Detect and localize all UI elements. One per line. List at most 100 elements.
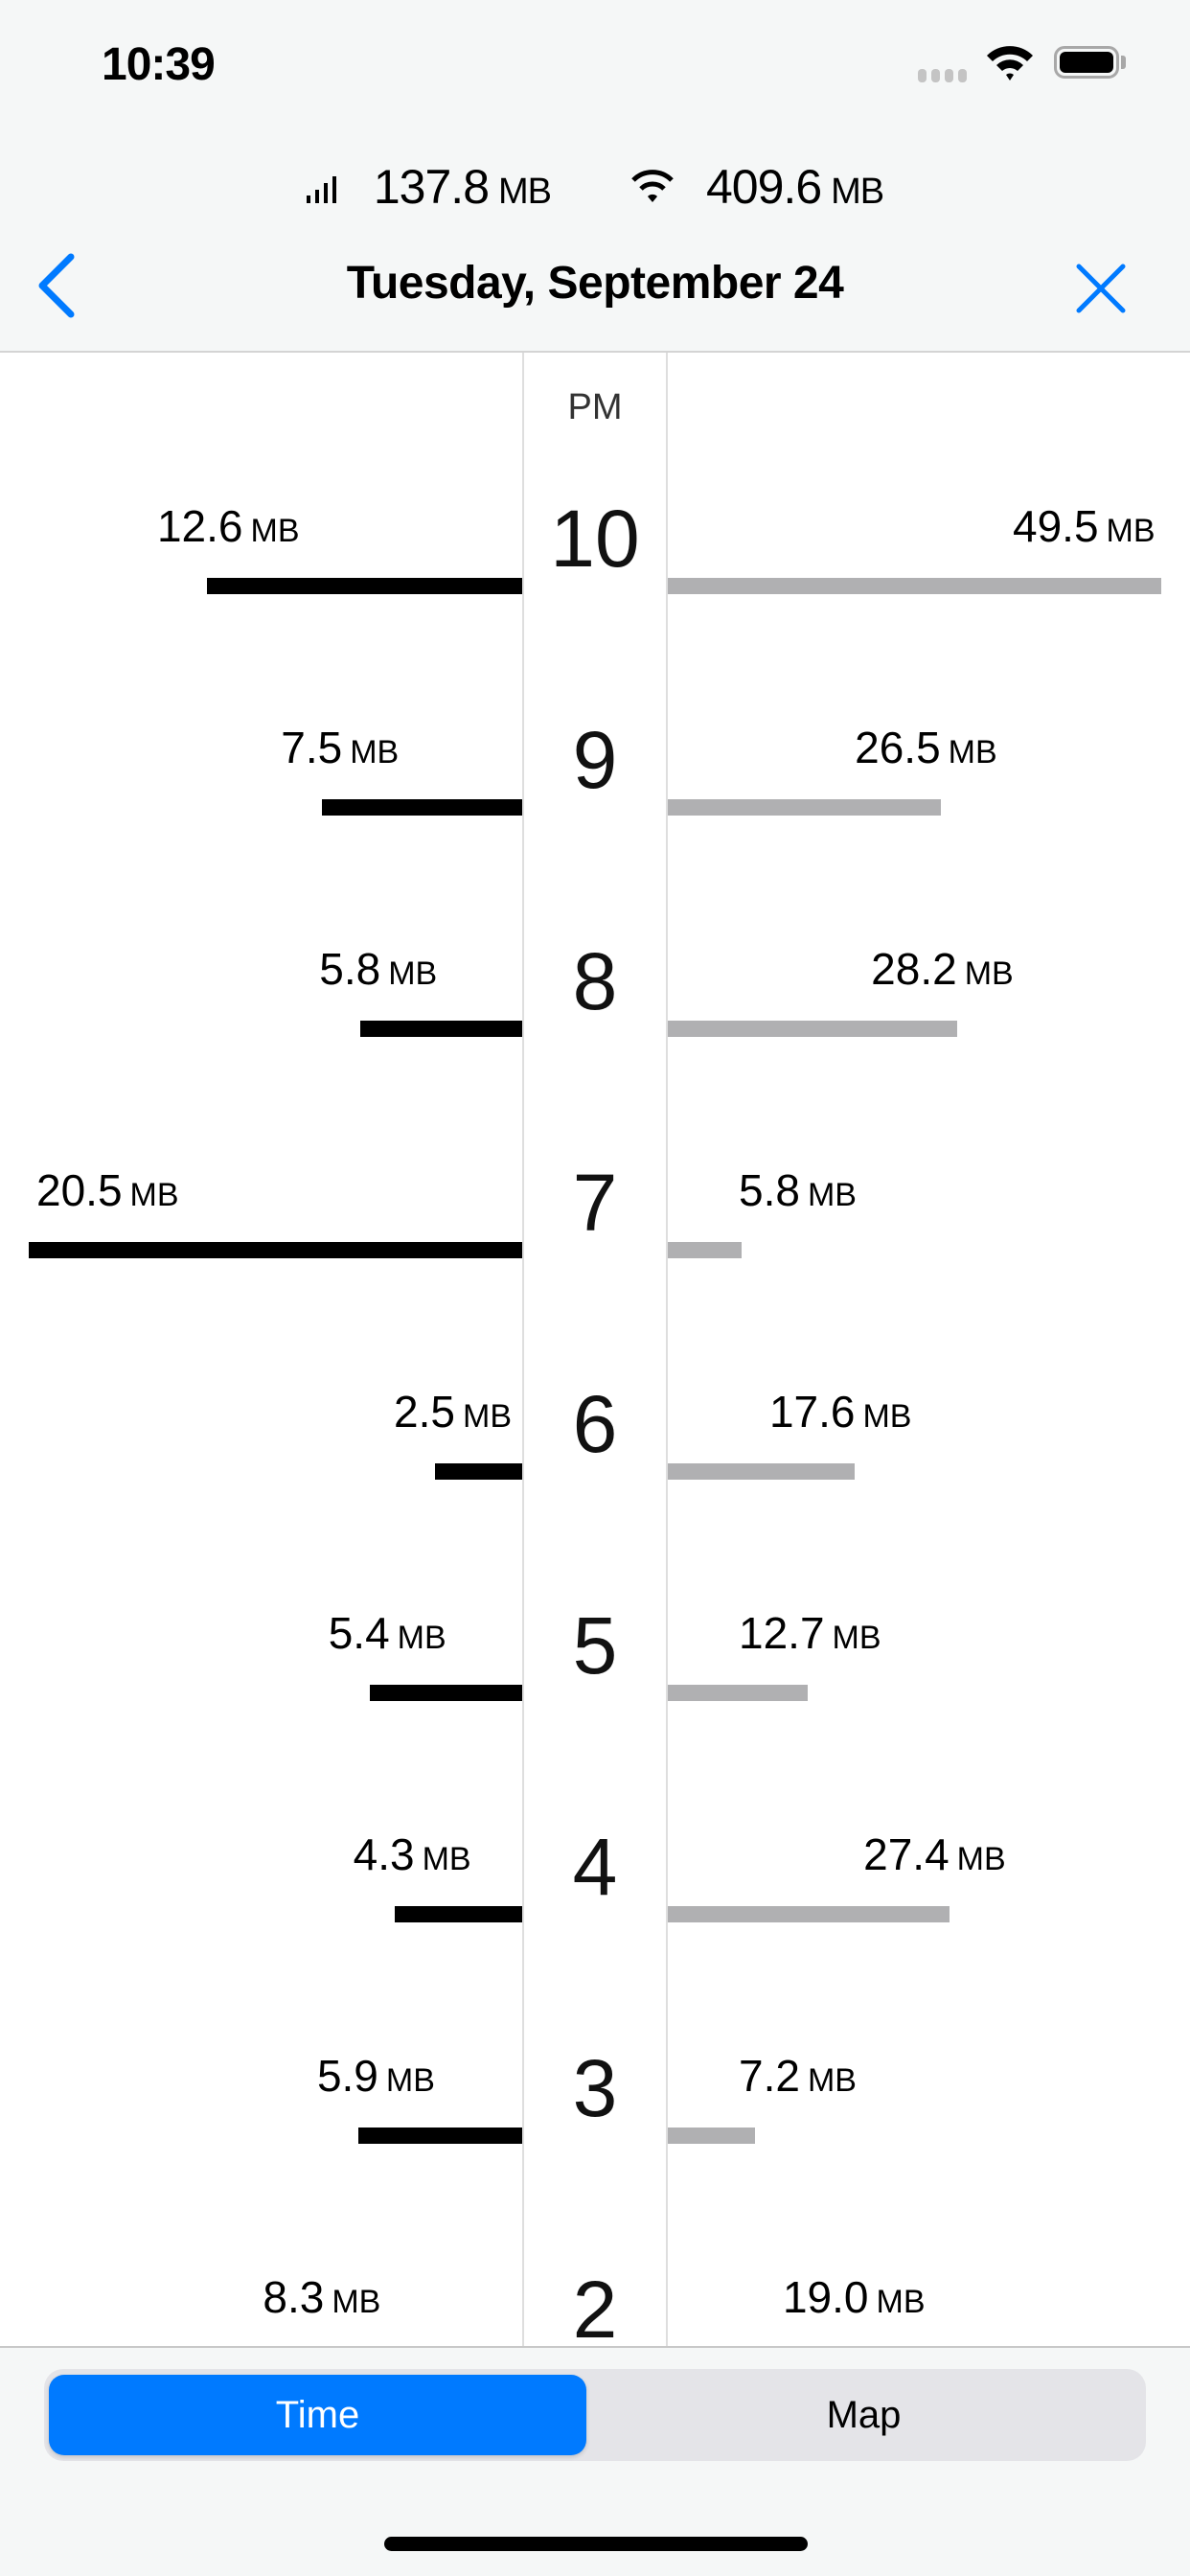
hour-label: 5	[572, 1600, 618, 1690]
home-indicator	[384, 2537, 808, 2551]
cellular-usage-label: 5.4 MB	[329, 1611, 446, 1655]
usage-value: 27.4	[863, 1829, 950, 1879]
usage-totals: 137.8 MB 409.6 MB	[0, 159, 1190, 215]
usage-unit: MB	[350, 734, 400, 770]
wifi-usage-label: 12.7 MB	[739, 1611, 881, 1655]
usage-unit: MB	[463, 1398, 512, 1435]
cellular-signal-icon	[306, 176, 336, 203]
battery-icon	[1054, 46, 1119, 79]
wifi-usage-label: 28.2 MB	[871, 947, 1014, 991]
usage-value: 12.6	[156, 501, 243, 551]
usage-value: 17.6	[768, 1387, 856, 1437]
hour-label: 2	[572, 2265, 618, 2348]
cellular-usage-bar	[357, 2128, 522, 2144]
cellular-usage-bar	[394, 1906, 522, 1922]
usage-value: 28.2	[871, 944, 957, 994]
hour-label: 7	[572, 1158, 618, 1248]
wifi-usage-bar	[668, 2128, 756, 2144]
hour-label: 8	[572, 936, 618, 1026]
hour-label: 9	[572, 715, 618, 805]
hour-label: 6	[572, 1379, 618, 1469]
wifi-icon	[987, 46, 1033, 80]
usage-value: 5.8	[739, 1165, 800, 1215]
tab-map[interactable]: Map	[826, 2393, 902, 2436]
cellular-dots-icon	[918, 69, 967, 82]
tab-time[interactable]: Time	[49, 2375, 586, 2455]
usage-unit: MB	[876, 2284, 926, 2320]
cellular-usage-label: 5.9 MB	[317, 2054, 435, 2098]
cellular-usage-bar	[322, 799, 522, 816]
usage-unit: MB	[388, 955, 438, 992]
period-label: PM	[567, 387, 623, 427]
cellular-usage-bar	[29, 1242, 522, 1258]
wifi-usage-label: 49.5 MB	[1013, 504, 1156, 548]
hour-label: 10	[550, 494, 640, 584]
usage-value: 12.7	[739, 1608, 825, 1658]
wifi-usage-bar	[668, 578, 1161, 594]
wifi-usage-label: 19.0 MB	[783, 2275, 926, 2319]
usage-unit: MB	[385, 2062, 435, 2099]
usage-unit: MB	[129, 1177, 179, 1213]
wifi-usage-label: 5.8 MB	[739, 1168, 857, 1212]
hour-label: 4	[572, 1822, 618, 1912]
hour-column	[522, 353, 668, 2346]
status-time: 10:39	[102, 39, 216, 90]
usage-unit: MB	[422, 1841, 471, 1877]
usage-unit: MB	[862, 1398, 912, 1435]
wifi-total-value: 409.6	[706, 160, 822, 214]
wifi-usage-label: 17.6 MB	[769, 1390, 912, 1434]
usage-value: 2.5	[394, 1387, 455, 1437]
hourly-usage-timeline[interactable]: PM 10 12.6 MB 49.5 MB 9 7.5 MB 26.5 MB 8 5.8 MB 28.2 M…	[0, 351, 1190, 2348]
usage-value: 4.3	[353, 1829, 415, 1879]
wifi-total-unit: MB	[831, 172, 884, 212]
usage-unit: MB	[832, 1620, 881, 1656]
usage-unit: MB	[332, 2284, 381, 2320]
cellular-total-value: 137.8	[373, 160, 490, 214]
cellular-usage-bar	[435, 1463, 522, 1480]
wifi-icon	[631, 170, 674, 202]
cellular-usage-label: 20.5 MB	[36, 1168, 179, 1212]
cellular-usage-label: 5.8 MB	[319, 947, 437, 991]
cellular-usage-label: 2.5 MB	[394, 1390, 512, 1434]
usage-unit: MB	[956, 1841, 1006, 1877]
wifi-usage-label: 26.5 MB	[855, 725, 997, 770]
page-title: Tuesday, September 24	[346, 258, 844, 309]
cellular-usage-label: 4.3 MB	[354, 1832, 471, 1876]
cellular-usage-label: 12.6 MB	[157, 504, 300, 548]
usage-value: 5.8	[319, 944, 381, 994]
usage-unit: MB	[1106, 513, 1156, 549]
wifi-usage-bar	[668, 1463, 856, 1480]
usage-value: 19.0	[782, 2272, 869, 2322]
usage-value: 8.3	[263, 2272, 325, 2322]
wifi-usage-bar	[668, 1242, 743, 1258]
usage-unit: MB	[397, 1620, 446, 1656]
chevron-left-icon[interactable]	[33, 251, 80, 320]
usage-value: 7.5	[281, 723, 343, 772]
wifi-usage-bar	[668, 799, 941, 816]
cellular-usage-label: 7.5 MB	[281, 725, 399, 770]
close-icon[interactable]	[1073, 261, 1129, 316]
usage-unit: MB	[964, 955, 1014, 992]
usage-unit: MB	[807, 2062, 857, 2099]
cellular-usage-bar	[369, 1685, 522, 1701]
usage-unit: MB	[948, 734, 997, 770]
cellular-usage-bar	[207, 578, 522, 594]
usage-value: 26.5	[855, 723, 941, 772]
usage-value: 7.2	[739, 2051, 800, 2101]
usage-value: 20.5	[36, 1165, 123, 1215]
usage-unit: MB	[807, 1177, 857, 1213]
cellular-total-unit: MB	[498, 172, 552, 212]
wifi-usage-bar	[668, 1906, 950, 1922]
wifi-usage-label: 7.2 MB	[739, 2054, 857, 2098]
hour-label: 3	[572, 2043, 618, 2133]
usage-value: 49.5	[1013, 501, 1099, 551]
usage-unit: MB	[250, 513, 300, 549]
usage-value: 5.4	[328, 1608, 390, 1658]
battery-tip	[1121, 56, 1126, 69]
wifi-usage-bar	[668, 1021, 957, 1037]
cellular-usage-label: 8.3 MB	[263, 2275, 380, 2319]
wifi-usage-label: 27.4 MB	[863, 1832, 1006, 1876]
cellular-usage-bar	[360, 1021, 522, 1037]
wifi-usage-bar	[668, 1685, 809, 1701]
usage-value: 5.9	[316, 2051, 378, 2101]
